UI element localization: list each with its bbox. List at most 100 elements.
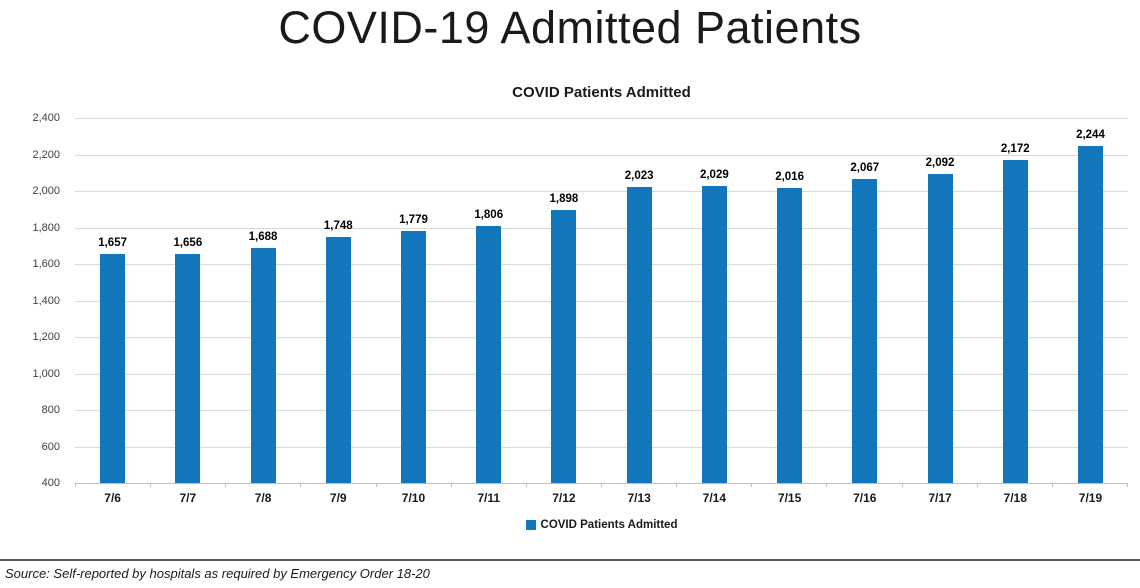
- source-note: Source: Self-reported by hospitals as re…: [5, 566, 430, 581]
- x-tick-label: 7/11: [477, 491, 501, 505]
- x-tick-mark: [602, 483, 678, 487]
- gridline: [75, 446, 1128, 448]
- x-tick-mark: [752, 483, 828, 487]
- bar: [100, 253, 126, 483]
- bar-group: 2,172: [978, 118, 1053, 483]
- gridline: [75, 118, 1128, 119]
- gridline: [75, 227, 1128, 229]
- bar-value-label: 2,092: [925, 157, 955, 170]
- x-tick-label: 7/13: [627, 491, 651, 505]
- x-tick-label: 7/12: [552, 491, 576, 505]
- bar-group: 2,016: [752, 118, 827, 483]
- bar-group: 1,779: [376, 118, 451, 483]
- bar: [777, 188, 803, 483]
- bar-group: 2,244: [1053, 118, 1128, 483]
- legend-swatch-icon: [525, 520, 536, 530]
- gridline: [75, 191, 1128, 192]
- x-axis-ticks: [75, 483, 1128, 487]
- gridline: [75, 337, 1128, 338]
- bar-series: 1,657 1,656 1,688 1,748 1,779 1,806 1,898 2,023…: [75, 118, 1128, 483]
- bar-value-label: 2,067: [850, 161, 880, 174]
- bar-value-label: 1,779: [399, 214, 428, 227]
- bar: [1077, 146, 1103, 483]
- x-tick-mark: [301, 483, 377, 487]
- gridline: [75, 410, 1128, 411]
- x-tick-mark: [1053, 483, 1128, 487]
- bar: [626, 186, 652, 483]
- bar-group: 1,657: [75, 118, 150, 483]
- bar: [400, 231, 426, 483]
- x-tick-label: 7/7: [179, 491, 197, 505]
- x-tick-mark: [903, 483, 978, 487]
- y-tick-label: 1,000: [32, 367, 60, 380]
- bar-group: 1,656: [150, 118, 225, 483]
- bar-group: 2,067: [827, 118, 902, 483]
- y-axis-labels: 400 600 800 1,000 1,200 1,400 1,600 1,800 2,000 2…: [0, 112, 66, 489]
- x-tick-label: 7/14: [702, 491, 727, 505]
- x-tick-label: 7/17: [928, 491, 952, 505]
- bar-value-label: 2,172: [1000, 142, 1030, 155]
- bar-value-label: 2,244: [1076, 129, 1105, 142]
- y-tick-label: 600: [41, 440, 60, 453]
- x-tick-label: 7/9: [329, 491, 347, 505]
- y-tick-label: 2,000: [32, 185, 60, 197]
- y-tick-label: 800: [41, 404, 60, 416]
- x-tick-mark: [677, 483, 753, 487]
- bar: [551, 209, 577, 483]
- bar: [476, 226, 502, 483]
- x-tick-mark: [978, 483, 1053, 487]
- gridline: [75, 300, 1128, 302]
- y-tick-label: 2,200: [32, 148, 60, 161]
- bar-group: 2,023: [602, 118, 677, 483]
- bar-group: 2,029: [677, 118, 752, 483]
- bar-value-label: 1,806: [474, 209, 504, 222]
- bar-group: 1,898: [526, 118, 601, 483]
- chart-title: COVID Patients Admitted: [512, 84, 691, 101]
- y-tick-label: 400: [41, 477, 60, 489]
- x-tick-label: 7/16: [853, 491, 877, 505]
- x-tick-mark: [452, 483, 527, 487]
- bar-group: 1,806: [451, 118, 526, 483]
- plot-area: 1,657 1,656 1,688 1,748 1,779 1,806 1,898 2,023…: [75, 118, 1128, 484]
- x-tick-mark: [527, 483, 602, 487]
- x-tick-label: 7/19: [1078, 491, 1103, 505]
- bar: [852, 178, 878, 483]
- gridline: [75, 373, 1128, 375]
- x-tick-label: 7/10: [401, 491, 426, 505]
- bar-value-label: 1,748: [323, 220, 353, 232]
- bar-value-label: 1,657: [98, 236, 127, 249]
- bar-value-label: 2,029: [699, 168, 729, 181]
- bar-value-label: 1,688: [248, 230, 278, 243]
- chart-legend: COVID Patients Admitted: [75, 519, 1128, 531]
- x-tick-label: 7/6: [104, 491, 121, 505]
- page-title: COVID-19 Admitted Patients: [278, 2, 862, 53]
- y-tick-label: 1,800: [32, 221, 60, 234]
- x-tick-mark: [226, 483, 302, 487]
- bar-value-label: 2,023: [624, 169, 654, 182]
- gridline: [75, 264, 1128, 265]
- bar-value-label: 1,656: [173, 236, 203, 249]
- y-tick-label: 1,400: [32, 294, 60, 307]
- bar-value-label: 1,898: [549, 192, 579, 205]
- bar: [175, 253, 201, 483]
- x-tick-mark: [377, 483, 452, 487]
- x-tick-label: 7/15: [777, 491, 802, 505]
- y-tick-label: 2,400: [32, 112, 60, 124]
- divider: [0, 559, 1140, 561]
- bar-value-label: 2,016: [775, 171, 804, 184]
- bar-group: 1,748: [301, 118, 376, 483]
- bar: [701, 185, 727, 483]
- bar: [1002, 159, 1028, 483]
- bar-group: 1,688: [225, 118, 300, 483]
- x-tick-mark: [827, 483, 903, 487]
- x-tick-mark: [151, 483, 227, 487]
- x-tick-label: 7/18: [1003, 491, 1027, 505]
- bar: [250, 247, 276, 483]
- x-tick-label: 7/8: [254, 491, 272, 505]
- y-tick-label: 1,200: [32, 331, 60, 343]
- bar: [325, 237, 351, 483]
- bar-group: 2,092: [902, 118, 977, 483]
- bar: [927, 174, 953, 483]
- legend-label: COVID Patients Admitted: [540, 519, 678, 531]
